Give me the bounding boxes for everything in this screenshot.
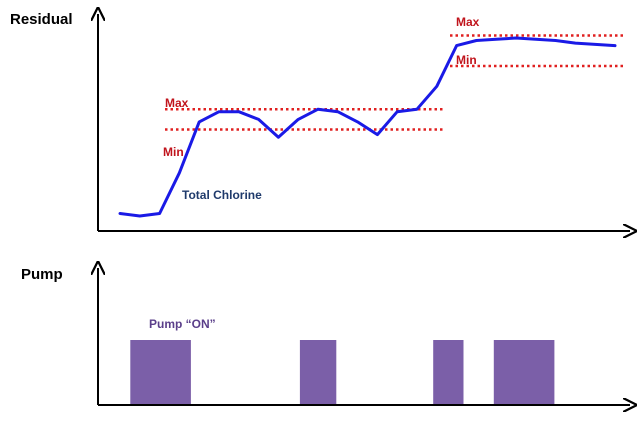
pump-bars-group — [130, 340, 555, 404]
total-chlorine-label: Total Chlorine — [182, 188, 262, 202]
max-limit-label-segment_2: Max — [456, 15, 480, 29]
min-limit-label-segment_2: Min — [456, 53, 477, 67]
pump-on-bar-3 — [433, 340, 464, 404]
pump-on-label: Pump “ON” — [149, 317, 216, 331]
max-limit-label-segment_1: Max — [165, 96, 189, 110]
pump-on-bar-1 — [130, 340, 191, 404]
pump-title: Pump — [21, 266, 63, 283]
limit-lines-group: Max Min Max Min — [163, 15, 625, 159]
total-chlorine-line — [118, 36, 617, 218]
min-limit-label-segment_1: Min — [163, 145, 184, 159]
residual-title: Residual — [10, 11, 73, 28]
pump-on-bar-4 — [493, 340, 555, 404]
pump-on-bar-2 — [299, 340, 337, 404]
